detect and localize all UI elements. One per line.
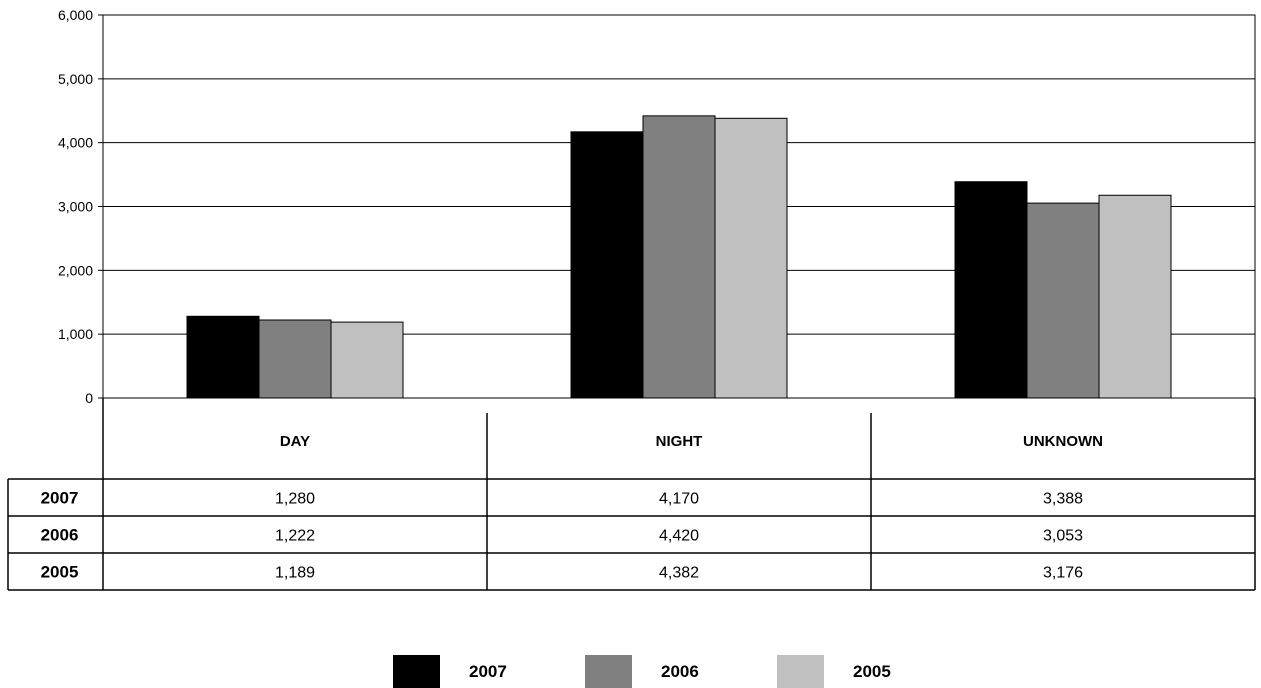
- category-label: UNKNOWN: [1023, 433, 1103, 450]
- table-cell: 1,189: [275, 565, 315, 582]
- y-tick-label: 1,000: [58, 326, 93, 342]
- bar: [642, 115, 716, 399]
- legend-label: 2007: [469, 662, 507, 681]
- legend-swatch: [393, 655, 440, 688]
- legend-label: 2005: [853, 662, 891, 681]
- bar: [714, 117, 788, 399]
- legend-swatch: [777, 655, 824, 688]
- bar: [570, 131, 644, 399]
- y-axis: 0 1,000 2,000 3,000 4,000 5,000 6,000: [58, 7, 103, 406]
- y-tick-label: 5,000: [58, 71, 93, 87]
- bar: [186, 315, 260, 399]
- table-row-label: 2005: [41, 563, 79, 582]
- bar: [330, 321, 404, 399]
- y-tick-label: 0: [85, 390, 93, 406]
- y-tick-label: 6,000: [58, 7, 93, 23]
- legend-label: 2006: [661, 662, 699, 681]
- bar: [1098, 194, 1172, 399]
- table-cell: 4,170: [659, 491, 699, 508]
- category-label: NIGHT: [656, 433, 703, 450]
- bar: [258, 319, 332, 399]
- y-tick-label: 4,000: [58, 135, 93, 151]
- legend: 2007 2006 2005: [393, 655, 891, 688]
- table-cell: 3,053: [1043, 528, 1083, 545]
- bar: [1026, 202, 1100, 399]
- table-cell: 4,382: [659, 565, 699, 582]
- y-tick-label: 3,000: [58, 199, 93, 215]
- table-cell: 1,222: [275, 528, 315, 545]
- data-table: DAY NIGHT UNKNOWN 2007 1,280 4,170 3,388 2006 1,…: [7, 398, 1256, 591]
- y-tick-label: 2,000: [58, 262, 93, 278]
- bars: [186, 115, 1172, 399]
- bar: [954, 181, 1028, 399]
- table-cell: 1,280: [275, 491, 315, 508]
- table-cell: 4,420: [659, 528, 699, 545]
- table-cell: 3,388: [1043, 491, 1083, 508]
- table-cell: 3,176: [1043, 565, 1083, 582]
- legend-swatch: [585, 655, 632, 688]
- table-row-label: 2007: [41, 489, 79, 508]
- table-row-label: 2006: [41, 526, 79, 545]
- category-label: DAY: [280, 433, 310, 450]
